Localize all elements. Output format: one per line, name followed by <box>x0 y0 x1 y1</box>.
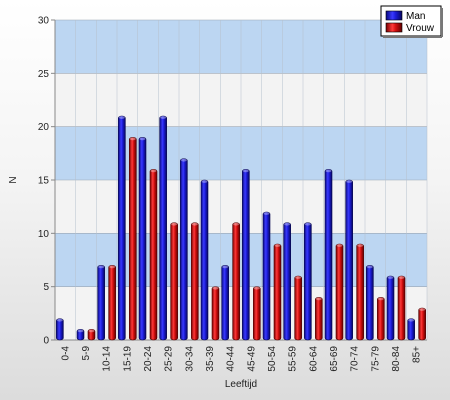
bar-man <box>283 222 291 341</box>
bar-vrouw <box>108 265 116 341</box>
bar-man <box>345 179 353 341</box>
x-tick-label: 60-64 <box>308 346 319 372</box>
x-tick-label: 80-84 <box>391 346 402 372</box>
x-tick-label: 45-49 <box>246 346 257 372</box>
bar-man <box>304 222 312 341</box>
bar-vrouw <box>273 243 282 341</box>
x-tick-label: 65-69 <box>329 346 340 372</box>
y-tick-label: 25 <box>38 69 50 80</box>
bar-vrouw <box>335 243 344 341</box>
bar-vrouw <box>418 307 426 341</box>
bar-vrouw <box>149 169 158 341</box>
bar-man <box>180 158 188 341</box>
bar-man <box>407 318 415 341</box>
bar-man <box>242 169 250 341</box>
bar-vrouw <box>211 286 220 341</box>
bar-man <box>97 265 105 341</box>
bar-vrouw <box>253 286 261 341</box>
bar-vrouw <box>170 222 178 341</box>
legend-swatch-man <box>385 10 403 21</box>
bar-vrouw <box>129 137 137 341</box>
bar-man <box>56 318 64 341</box>
bar-vrouw <box>232 222 240 341</box>
x-tick-label: 20-24 <box>143 346 154 372</box>
x-tick-label: 15-19 <box>122 346 133 372</box>
bar-man <box>138 137 147 341</box>
bar-man <box>159 115 167 341</box>
x-tick-label: 10-14 <box>102 346 113 372</box>
x-tick-label: 5-9 <box>81 346 92 361</box>
y-axis-label: N <box>8 176 19 183</box>
x-tick-label: 40-44 <box>226 346 237 372</box>
x-tick-label: 25-29 <box>164 346 175 372</box>
x-tick-label: 35-39 <box>205 346 216 372</box>
x-tick-label: 55-59 <box>288 346 299 372</box>
bar-man <box>262 211 271 341</box>
legend: Man Vrouw <box>380 5 443 38</box>
bar-vrouw <box>294 275 302 341</box>
y-tick-label: 5 <box>43 282 49 293</box>
bar-vrouw <box>397 275 406 341</box>
x-tick-label: 50-54 <box>267 346 278 372</box>
bar-vrouw <box>315 297 323 341</box>
x-axis-label: Leeftijd <box>225 379 257 390</box>
bar-vrouw <box>87 329 96 341</box>
legend-swatch-vrouw <box>385 22 403 33</box>
bar-man <box>221 265 229 341</box>
legend-label-man: Man <box>406 11 425 22</box>
x-tick-label: 0-4 <box>60 346 71 361</box>
y-tick-label: 30 <box>38 16 50 27</box>
bar-man <box>366 265 374 341</box>
legend-label-vrouw: Vrouw <box>406 23 435 34</box>
bar-man <box>386 275 395 341</box>
y-tick-label: 10 <box>38 229 50 240</box>
x-gridlines <box>54 20 428 340</box>
x-tick-label: 30-34 <box>184 346 195 372</box>
bar-vrouw <box>377 297 385 341</box>
x-tick-labels: 0-4 5-9 10-14 15-19 20-24 25-29 30-34 35-39 40-4… <box>60 346 422 372</box>
x-tick-label: 85+ <box>412 346 423 363</box>
bar-man <box>118 115 126 341</box>
y-tick-label: 0 <box>43 336 49 347</box>
y-tick-labels: 0 5 10 15 20 25 30 <box>38 16 50 347</box>
bars-group <box>56 115 426 341</box>
bar-vrouw <box>356 243 364 341</box>
y-tick-label: 20 <box>38 122 50 133</box>
y-tick-label: 15 <box>38 176 50 187</box>
bar-man <box>324 169 333 341</box>
x-tick-label: 70-74 <box>350 346 361 372</box>
bar-man <box>200 179 209 341</box>
bar-vrouw <box>191 222 199 341</box>
bar-man <box>76 329 85 341</box>
x-tick-label: 75-79 <box>370 346 381 372</box>
